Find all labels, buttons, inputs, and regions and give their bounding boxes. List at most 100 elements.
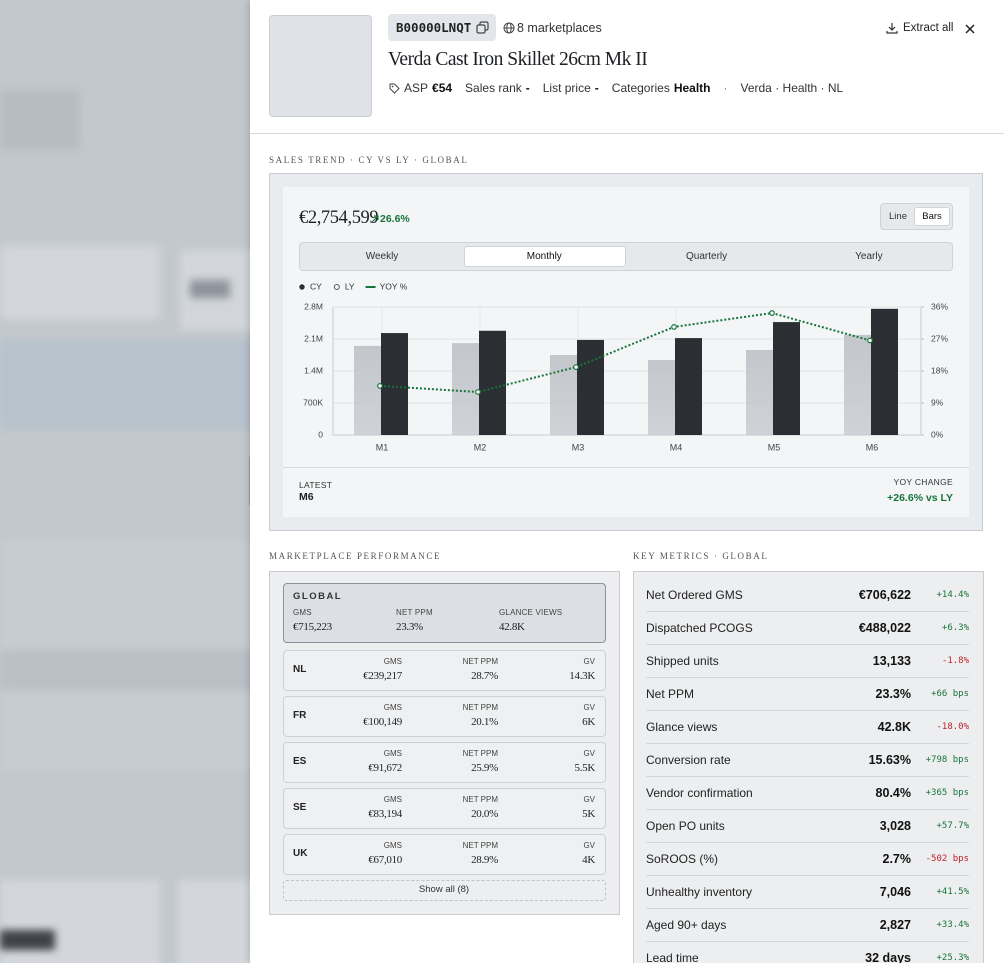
bg-block [0, 880, 160, 963]
global-card[interactable] [283, 583, 606, 643]
latest-value: M6 [299, 491, 314, 503]
metric-value: 2,827 [879, 918, 911, 932]
metric-value: €83,194 [368, 808, 402, 820]
metric-name: SoROOS (%) [646, 852, 719, 866]
metric-name: Vendor confirmation [646, 786, 753, 800]
metric-value: €488,022 [858, 621, 911, 635]
x-tick-label: M1 [376, 442, 389, 452]
metric-label: GMS [383, 749, 402, 758]
legend-label: LY [345, 281, 355, 291]
show-all-label[interactable]: Show all (8) [418, 884, 470, 895]
bar [550, 355, 577, 435]
metric-value: 20.0% [471, 808, 498, 820]
marketplace-code: ES [293, 756, 307, 767]
toggle-option[interactable]: Bars [922, 210, 942, 222]
bar [452, 343, 479, 435]
toggle-active-bg [914, 207, 950, 226]
meta-value: - [525, 81, 530, 95]
bar [648, 360, 675, 435]
period-bar [299, 242, 953, 271]
tick-label: 9% [931, 397, 944, 407]
metric-value: 6K [582, 716, 595, 728]
metric-value: €715,223 [293, 621, 332, 633]
yoy-label: YOY CHANGE [893, 477, 953, 487]
metric-value: 20.1% [471, 716, 498, 728]
bg-block [0, 245, 160, 320]
section-heading: MARKETPLACE PERFORMANCE [269, 551, 442, 561]
section-heading: KEY METRICS · GLOBAL [633, 551, 769, 561]
section-heading: SALES TREND · CY VS LY · GLOBAL [269, 155, 469, 165]
metric-label: NET PPM [462, 795, 498, 804]
download-icon[interactable] [886, 22, 898, 34]
period-tab[interactable]: Weekly [365, 250, 399, 262]
x-tick-label: M2 [474, 442, 487, 452]
metric-name: Net PPM [646, 687, 695, 701]
tick-label: 700K [303, 397, 323, 407]
marketplace-row[interactable] [283, 742, 606, 783]
legend-label: YOY % [380, 281, 408, 291]
metric-change: +66 bps [931, 689, 969, 699]
period-tab[interactable]: Yearly [855, 250, 883, 262]
metric-value: 42.8K [877, 720, 911, 734]
bg-block [0, 650, 260, 690]
metric-value: €706,622 [858, 588, 911, 602]
period-tab[interactable]: Monthly [526, 250, 562, 262]
row-divider [646, 677, 969, 678]
metric-name: Lead time [646, 951, 699, 963]
background [0, 0, 268, 963]
tick-label: 27% [931, 333, 948, 343]
sales-chart: 0 700K 1.4M 2.1M 2.8M 0% 9% 18% 27% 36% M1 M2 M3 M4 M5… [299, 281, 948, 452]
meta-label: ASP [404, 81, 429, 95]
metric-value: 5K [582, 808, 595, 820]
extract-all[interactable]: Extract all [903, 22, 954, 34]
line-point [475, 389, 481, 395]
copy-icon[interactable] [476, 21, 489, 34]
metric-label: GMS [383, 795, 402, 804]
period-tab[interactable]: Quarterly [686, 250, 728, 262]
marketplace-row[interactable] [283, 650, 606, 691]
marketplace-code: NL [293, 664, 307, 675]
row-divider [646, 743, 969, 744]
yoy-value: +26.6% vs LY [887, 492, 953, 504]
marketplace-count: 8 marketplaces [517, 21, 602, 35]
tick-label: 2.1M [304, 333, 323, 343]
metric-label: NET PPM [462, 703, 498, 712]
metric-change: +57.7% [936, 821, 969, 831]
metric-value: 13,133 [872, 654, 911, 668]
bar [479, 330, 506, 435]
metric-change: -502 bps [925, 854, 969, 864]
legend-swatch [299, 284, 305, 290]
up-arrow-icon [371, 215, 379, 223]
metric-value: 15.63% [868, 753, 911, 767]
metric-value: 7,046 [879, 885, 911, 899]
row-divider [646, 941, 969, 942]
separator: · [723, 81, 728, 95]
marketplace-row[interactable] [283, 788, 606, 829]
bar [354, 345, 381, 435]
row-divider [646, 875, 969, 876]
metric-name: Unhealthy inventory [646, 885, 753, 899]
row-divider [646, 842, 969, 843]
metric-value: 25.9% [471, 762, 498, 774]
meta-row: ASP €54 Sales rank - List price - Categories He… [389, 80, 843, 96]
metric-change: +798 bps [925, 755, 969, 765]
metric-label: GV [583, 841, 595, 850]
metric-name: Dispatched PCOGS [646, 621, 753, 635]
marketplace-row[interactable] [283, 696, 606, 737]
meta-label: List price [542, 81, 591, 95]
marketplace-row[interactable] [283, 834, 606, 875]
metric-label: GMS [383, 703, 402, 712]
toggle-option[interactable]: Line [889, 210, 907, 222]
row-divider [646, 611, 969, 612]
metric-value: 80.4% [875, 786, 911, 800]
meta-item: Categories Health [612, 81, 711, 95]
metric-value: €239,217 [363, 670, 402, 682]
metric-label: GV [583, 703, 595, 712]
meta-label: Categories [611, 81, 670, 95]
meta-value: €54 [432, 81, 453, 95]
metric-value: 32 days [865, 951, 911, 963]
row-divider [646, 908, 969, 909]
show-all-button[interactable] [283, 880, 606, 901]
metric-value: 4K [582, 854, 595, 866]
close-button[interactable] [964, 23, 976, 35]
